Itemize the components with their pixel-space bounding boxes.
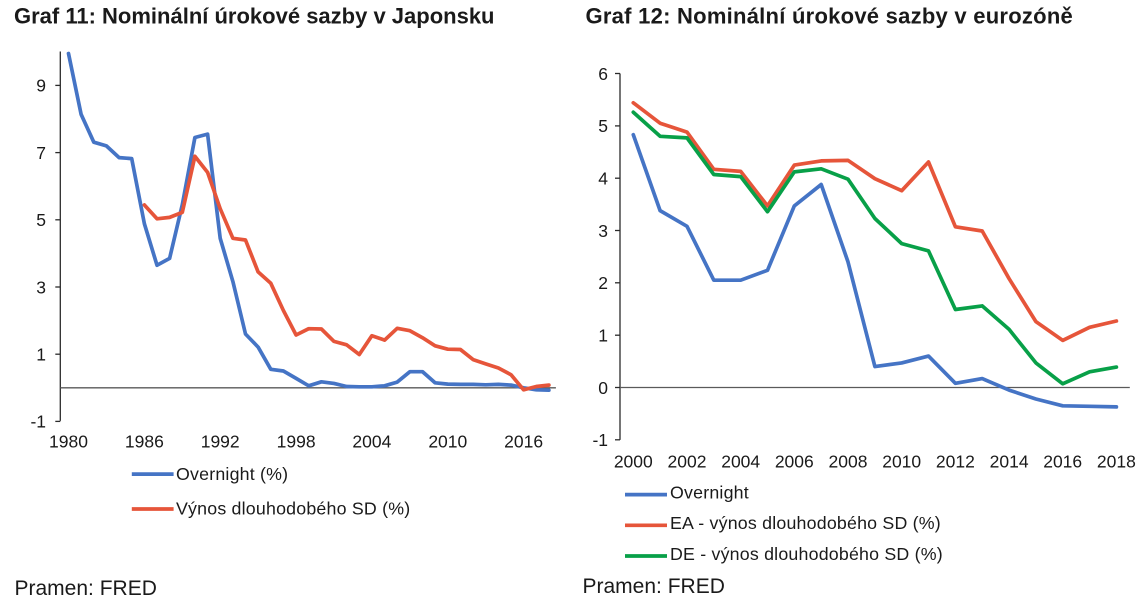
svg-text:1992: 1992 xyxy=(201,432,240,452)
svg-text:1998: 1998 xyxy=(277,432,316,452)
svg-text:Pramen: FRED: Pramen: FRED xyxy=(15,577,157,600)
svg-text:2004: 2004 xyxy=(352,432,391,452)
svg-text:1986: 1986 xyxy=(125,432,164,452)
svg-text:Pramen: FRED: Pramen: FRED xyxy=(583,575,725,598)
svg-text:Graf 12: Nominální úrokové saz: Graf 12: Nominální úrokové sazby v euroz… xyxy=(586,4,1074,29)
svg-text:2008: 2008 xyxy=(829,452,868,472)
svg-text:6: 6 xyxy=(598,64,608,84)
svg-text:9: 9 xyxy=(36,76,46,96)
svg-text:2000: 2000 xyxy=(614,452,653,472)
svg-text:2010: 2010 xyxy=(882,452,921,472)
svg-text:3: 3 xyxy=(36,277,46,297)
svg-text:DE - výnos dlouhodobého SD (%): DE - výnos dlouhodobého SD (%) xyxy=(670,544,943,564)
svg-text:3: 3 xyxy=(598,221,608,241)
svg-text:2012: 2012 xyxy=(936,452,975,472)
svg-text:Výnos dlouhodobého SD (%): Výnos dlouhodobého SD (%) xyxy=(176,499,410,519)
svg-text:2004: 2004 xyxy=(721,452,760,472)
svg-text:4: 4 xyxy=(598,169,608,189)
svg-text:5: 5 xyxy=(598,116,608,136)
svg-text:2016: 2016 xyxy=(1043,452,1082,472)
svg-text:Overnight: Overnight xyxy=(670,482,749,502)
svg-text:2016: 2016 xyxy=(504,432,543,452)
svg-text:-1: -1 xyxy=(592,430,608,450)
svg-text:2014: 2014 xyxy=(990,452,1029,472)
svg-text:Graf 11: Nominální úrokové saz: Graf 11: Nominální úrokové sazby v Japon… xyxy=(14,4,495,29)
svg-text:2006: 2006 xyxy=(775,452,814,472)
svg-text:Overnight (%): Overnight (%) xyxy=(176,464,288,484)
svg-text:2018: 2018 xyxy=(1097,452,1136,472)
svg-text:1: 1 xyxy=(598,326,608,346)
svg-text:EA - výnos dlouhodobého SD (%): EA - výnos dlouhodobého SD (%) xyxy=(670,513,941,533)
svg-text:2002: 2002 xyxy=(668,452,707,472)
svg-text:2010: 2010 xyxy=(428,432,467,452)
svg-text:1980: 1980 xyxy=(49,432,88,452)
svg-text:2: 2 xyxy=(598,273,608,293)
svg-text:-1: -1 xyxy=(30,412,46,432)
svg-text:1: 1 xyxy=(36,345,46,365)
svg-text:0: 0 xyxy=(598,378,608,398)
svg-text:7: 7 xyxy=(36,143,46,163)
svg-text:5: 5 xyxy=(36,210,46,230)
